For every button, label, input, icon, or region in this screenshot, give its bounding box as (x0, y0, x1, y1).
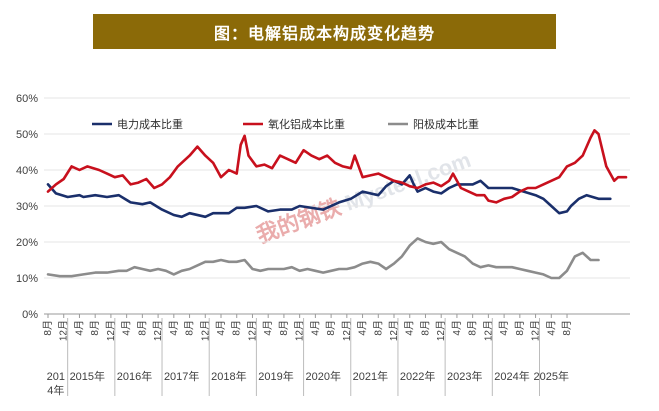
x-tick-label: 12月 (152, 320, 164, 341)
x-tick-label: 12月 (294, 320, 306, 341)
year-label: 2021年 (353, 369, 388, 383)
legend-label-0: 电力成本比重 (117, 117, 183, 131)
year-label: 2019年 (258, 369, 293, 383)
x-tick-label: 8月 (372, 320, 384, 336)
x-tick-label: 8月 (231, 320, 243, 336)
y-tick-label: 0% (22, 309, 38, 321)
x-tick-label: 4月 (357, 320, 369, 336)
x-tick-label: 8月 (42, 320, 54, 336)
x-tick-label: 8月 (561, 320, 573, 336)
series-line-0 (46, 174, 612, 219)
year-label: 2016年 (117, 369, 152, 383)
x-tick-label: 4月 (121, 320, 133, 336)
year-label: 2017年 (164, 369, 199, 383)
x-tick-label: 4月 (168, 320, 180, 336)
x-tick-label: 8月 (89, 320, 101, 336)
year-label: 2023年 (447, 369, 482, 383)
x-tick-label: 12月 (530, 320, 542, 341)
x-tick-label: 4月 (215, 320, 227, 336)
x-tick-label: 12月 (246, 320, 258, 341)
x-tick-label: 12月 (388, 320, 400, 341)
x-tick-label: 8月 (514, 320, 526, 336)
year-label: 2015年 (70, 369, 105, 383)
x-tick-label: 8月 (278, 320, 290, 336)
y-tick-label: 20% (16, 237, 38, 249)
y-tick-label: 10% (16, 273, 38, 285)
year-label: 2020年 (305, 369, 340, 383)
year-label: 2022年 (400, 369, 435, 383)
y-tick-label: 50% (16, 129, 38, 141)
series-line-1 (46, 129, 628, 204)
legend-label-1: 氧化铝成本比重 (268, 117, 345, 131)
chart-title-bar: 图：电解铝成本构成变化趋势 (93, 14, 556, 49)
x-tick-label: 4月 (309, 320, 321, 336)
x-tick-label: 8月 (184, 320, 196, 336)
year-label: 2018年 (211, 369, 246, 383)
x-tick-label: 4月 (73, 320, 85, 336)
x-tick-label: 12月 (435, 320, 447, 341)
x-tick-label: 4月 (262, 320, 274, 336)
x-tick-label: 8月 (136, 320, 148, 336)
x-tick-label: 4月 (404, 320, 416, 336)
x-tick-label: 12月 (58, 320, 70, 341)
y-tick-label: 40% (16, 165, 38, 177)
year-label: 2024年 (494, 369, 529, 383)
chart-title: 图：电解铝成本构成变化趋势 (213, 23, 435, 43)
x-tick-label: 8月 (325, 320, 337, 336)
x-tick-label: 4月 (545, 320, 557, 336)
legend-label-2: 阳极成本比重 (413, 117, 479, 131)
x-tick-label: 4月 (498, 320, 510, 336)
x-tick-label: 12月 (341, 320, 353, 341)
year-label: 2025年 (534, 369, 569, 383)
x-tick-label: 8月 (467, 320, 479, 336)
x-tick-label: 4月 (451, 320, 463, 336)
x-tick-label: 12月 (199, 320, 211, 341)
x-tick-label: 8月 (419, 320, 431, 336)
year-label: 201 (47, 371, 65, 383)
year-label: 4年 (47, 383, 64, 397)
x-tick-label: 12月 (105, 320, 117, 341)
y-tick-label: 30% (16, 201, 38, 213)
y-tick-label: 60% (16, 93, 38, 105)
x-tick-label: 12月 (482, 320, 494, 341)
series-line-2 (46, 237, 600, 280)
